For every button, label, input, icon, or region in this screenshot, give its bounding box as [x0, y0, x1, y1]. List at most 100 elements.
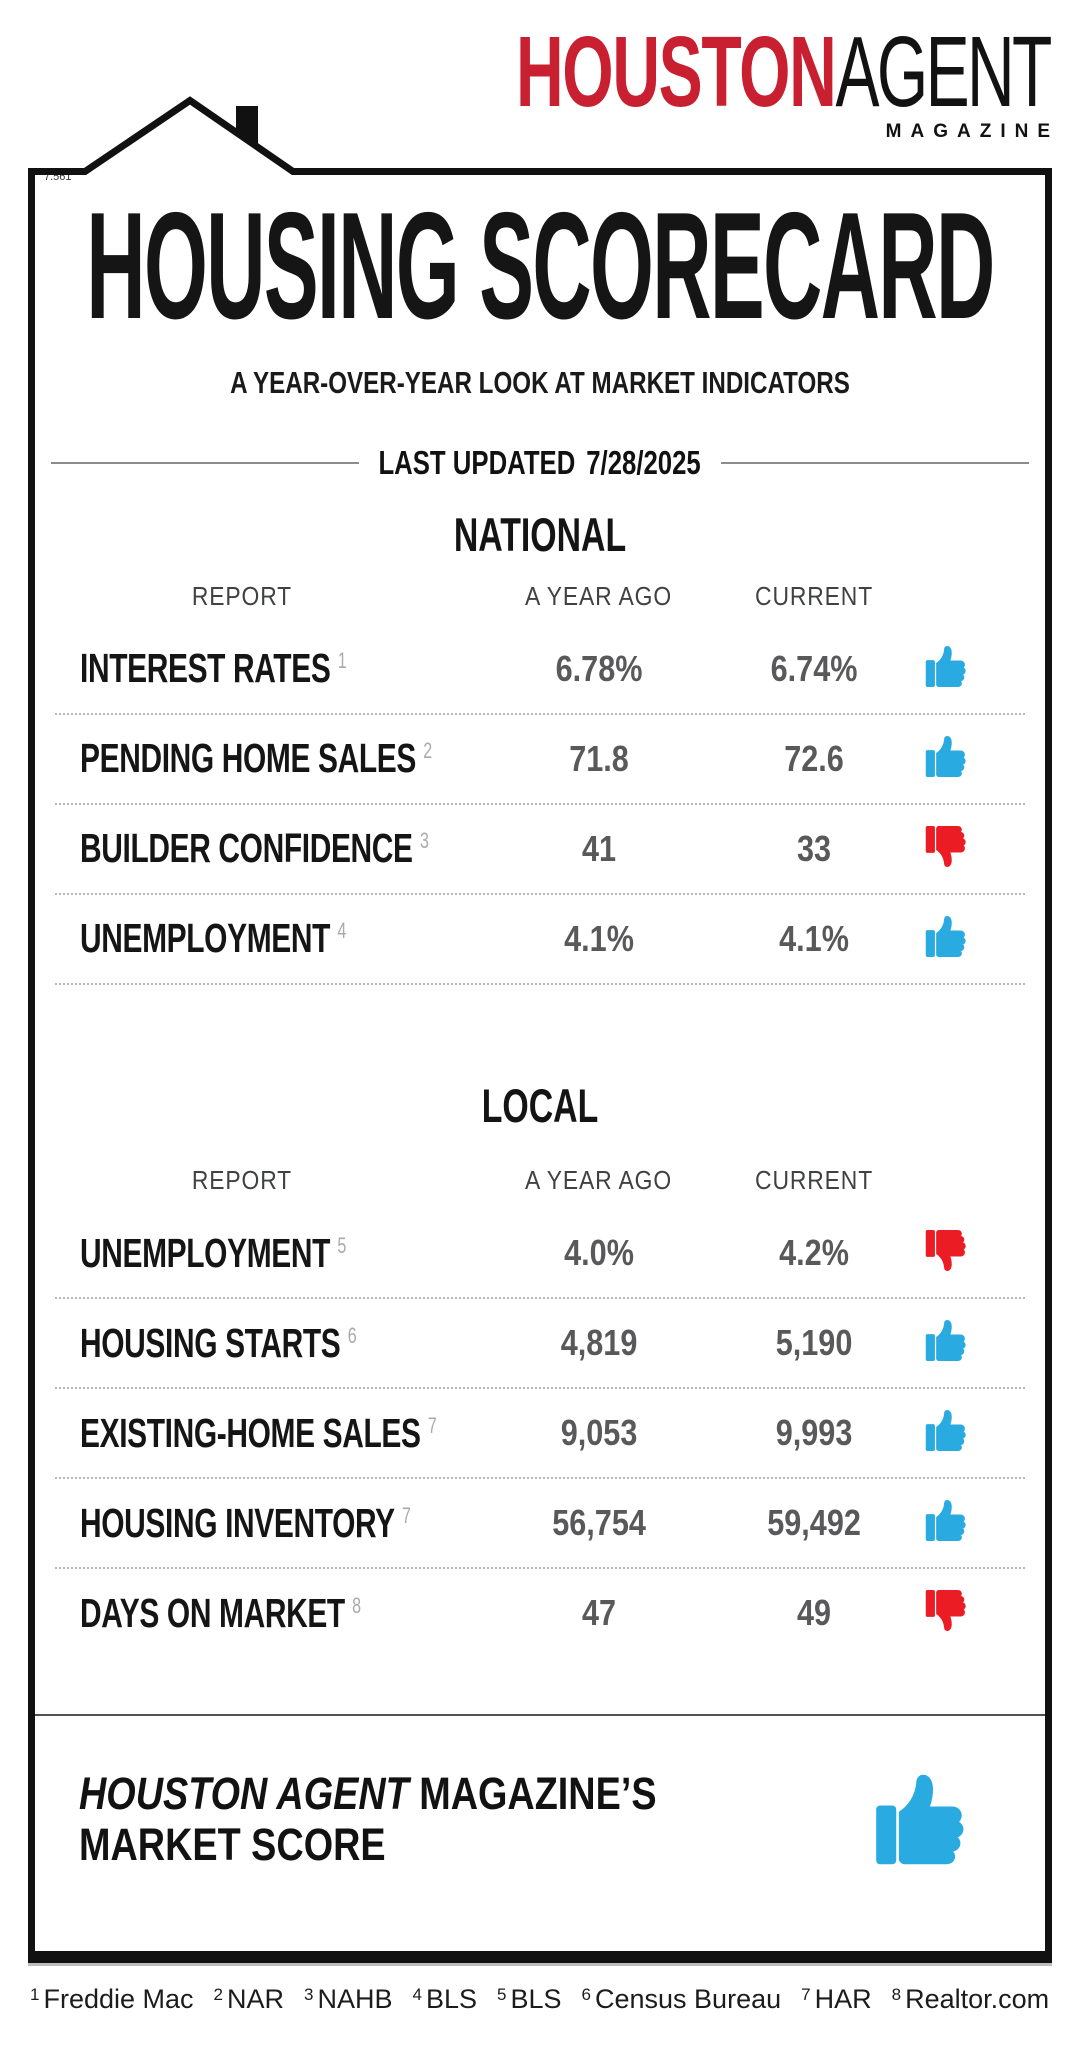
table-row: UNEMPLOYMENT 5 4.0% 4.2% — [35, 1209, 1045, 1297]
market-score-thumb-icon — [870, 1766, 984, 1873]
market-score-title-line2: MARKET SCORE — [79, 1818, 386, 1870]
table-row: BUILDER CONFIDENCE 3 41 33 — [35, 805, 1045, 893]
logo-agent: AGENT — [835, 16, 1053, 128]
divider-line-right — [720, 461, 1030, 464]
thumb-rating-icon — [923, 1406, 975, 1455]
source-item: 3 NAHB — [304, 1984, 393, 2014]
column-header-report: REPORT — [191, 1165, 293, 1196]
title-area: HOUSING SCORECARD — [35, 181, 1045, 351]
table-row: UNEMPLOYMENT 4 4.1% 4.1% — [35, 895, 1045, 983]
table-header-row: REPORT A YEAR AGO CURRENT — [35, 1165, 1045, 1195]
footnote-marker: 1 — [337, 648, 347, 674]
current-value: 9,993 — [775, 1412, 853, 1454]
row-divider — [55, 802, 1025, 805]
row-label: PENDING HOME SALES — [80, 735, 417, 782]
row-divider — [55, 712, 1025, 715]
column-header-current: CURRENT — [754, 580, 874, 611]
thumb-rating-icon — [923, 1496, 975, 1545]
column-header-report: REPORT — [191, 580, 293, 611]
current-value: 59,492 — [767, 1502, 861, 1544]
current-value: 49 — [796, 1592, 832, 1634]
row-label: UNEMPLOYMENT — [80, 1229, 331, 1276]
footnote-marker: 2 — [423, 738, 432, 764]
table-row: INTEREST RATES 1 6.78% 6.74% — [35, 625, 1045, 713]
thumb-rating-icon — [923, 642, 975, 691]
source-item: 6 Census Bureau — [581, 1984, 782, 2014]
column-header-year-ago: A YEAR AGO — [525, 580, 673, 611]
footnote-marker: 5 — [337, 1232, 346, 1258]
year-ago-value: 4.0% — [564, 1232, 634, 1274]
last-updated-date: 7/28/2025 — [586, 443, 702, 481]
current-value: 72.6 — [784, 737, 844, 779]
footnote-marker: 8 — [352, 1592, 361, 1618]
market-score-section: HOUSTON AGENT MAGAZINE’S MARKET SCORE — [35, 1716, 1045, 1873]
table-row: HOUSING INVENTORY 7 56,754 59,492 — [35, 1479, 1045, 1567]
row-label: EXISTING-HOME SALES — [80, 1409, 421, 1456]
footnote-marker: 7 — [402, 1502, 411, 1528]
current-value: 5,190 — [775, 1322, 853, 1364]
subtitle: A YEAR-OVER-YEAR LOOK AT MARKET INDICATO… — [230, 364, 850, 400]
row-divider — [55, 1297, 1025, 1300]
row-label: HOUSING INVENTORY — [80, 1499, 395, 1546]
logo-houston: HOUSTON — [516, 16, 837, 128]
logo-wordmark: HOUSTON AGENT — [516, 16, 1053, 128]
section-title-local: LOCAL — [481, 1078, 599, 1132]
logo-magazine-tagline: MAGAZINE — [885, 121, 1059, 142]
year-ago-value: 71.8 — [569, 737, 629, 779]
thumb-rating-icon — [923, 1226, 975, 1275]
footnote-marker: 6 — [347, 1322, 357, 1348]
row-divider — [55, 892, 1025, 895]
footnote-marker: 3 — [419, 828, 429, 854]
year-ago-value: 41 — [581, 827, 617, 869]
page-title: HOUSING SCORECARD — [86, 181, 995, 351]
year-ago-value: 9,053 — [560, 1412, 638, 1454]
footnote-marker: 7 — [427, 1412, 437, 1438]
current-value: 4.1% — [779, 917, 849, 959]
thumb-rating-icon — [923, 912, 975, 961]
section-divider — [35, 1714, 1045, 1717]
source-item: 5 BLS — [497, 1984, 562, 2014]
current-value: 33 — [796, 827, 832, 869]
source-item: 4 BLS — [412, 1984, 478, 2014]
source-item: 1 Freddie Mac — [30, 1984, 194, 2014]
scorecard-panel: 7.561 HOUSING SCORECARD A YEAR-OVER-YEAR… — [28, 168, 1052, 1963]
market-score-title: HOUSTON AGENT MAGAZINE’S MARKET SCORE — [79, 1769, 767, 1870]
year-ago-value: 4.1% — [564, 917, 634, 959]
footnote-marker: 4 — [337, 918, 346, 944]
table-row: DAYS ON MARKET 8 47 49 — [35, 1569, 1045, 1657]
row-divider — [55, 1567, 1025, 1570]
publication-logo: HOUSTON AGENT MAGAZINE — [241, 16, 1053, 143]
source-item: 7 HAR — [801, 1984, 872, 2014]
table-row: PENDING HOME SALES 2 71.8 72.6 — [35, 715, 1045, 803]
year-ago-value: 6.78% — [555, 647, 643, 689]
market-score-brand: HOUSTON AGENT — [79, 1768, 409, 1820]
year-ago-value: 4,819 — [560, 1322, 638, 1364]
thumb-rating-icon — [923, 1586, 975, 1635]
national-section: NATIONAL REPORT A YEAR AGO CURRENT INTER… — [35, 509, 1045, 985]
local-section: LOCAL REPORT A YEAR AGO CURRENT UNEMPLOY… — [35, 1078, 1045, 1658]
table-row: HOUSING STARTS 6 4,819 5,190 — [35, 1299, 1045, 1387]
current-value: 6.74% — [770, 647, 858, 689]
last-updated-label: LAST UPDATED — [378, 443, 576, 481]
last-updated-text: LAST UPDATED 7/28/2025 — [379, 444, 701, 482]
row-label: INTEREST RATES — [80, 645, 331, 692]
column-header-year-ago: A YEAR AGO — [525, 1165, 673, 1196]
chimney-shape — [236, 106, 258, 148]
row-label: UNEMPLOYMENT — [80, 915, 331, 962]
row-divider — [55, 1387, 1025, 1390]
year-ago-value: 56,754 — [552, 1502, 646, 1544]
row-divider — [55, 982, 1025, 985]
source-item: 2 NAR — [213, 1984, 285, 2014]
thumb-rating-icon — [923, 1316, 975, 1365]
year-ago-value: 47 — [581, 1592, 617, 1634]
sources-footnotes: 1 Freddie Mac 2 NAR 3 NAHB 4 BLS 5 BLS 6 Censu… — [30, 1984, 1049, 2015]
table-header-row: REPORT A YEAR AGO CURRENT — [35, 581, 1045, 611]
current-value: 4.2% — [779, 1232, 849, 1274]
table-row: EXISTING-HOME SALES 7 9,053 9,993 — [35, 1389, 1045, 1477]
row-label: HOUSING STARTS — [80, 1319, 341, 1366]
house-roof-icon — [28, 96, 1052, 200]
market-score-title-rest: MAGAZINE’S — [408, 1768, 657, 1820]
thumb-rating-icon — [923, 732, 975, 781]
last-updated-row: LAST UPDATED 7/28/2025 — [51, 444, 1030, 482]
